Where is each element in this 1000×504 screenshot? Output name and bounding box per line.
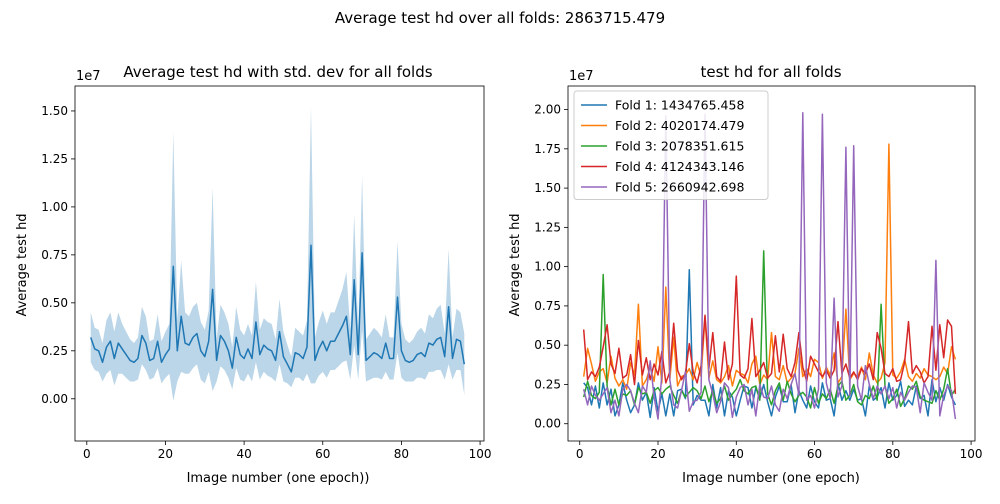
left-chart-x-tick-label: 80 xyxy=(394,447,409,461)
figure-suptitle: Average test hd over all folds: 2863715.… xyxy=(335,9,665,27)
right-chart-series-line-2 xyxy=(582,143,957,390)
right-chart-legend-entry: Fold 4: 4124343.146 xyxy=(615,159,744,174)
right-chart-ylabel: Average test hd xyxy=(508,213,523,316)
right-chart-xlabel: Image number (one epoch) xyxy=(682,471,860,486)
left-chart-series-line-1 xyxy=(89,244,466,373)
left-plot-area: 0 20 40 60 80 100 0.00 0.25 0.50 0.75 1.00 1.25 1.50 xyxy=(41,85,492,461)
right-chart-series-line-1 xyxy=(583,269,957,419)
left-chart-y-tick-label: 0.75 xyxy=(41,248,68,262)
left-chart-x-tick-label: 20 xyxy=(158,447,173,461)
right-chart-y-tick-label: 0.50 xyxy=(534,338,561,352)
right-chart-series-line-4 xyxy=(582,275,957,394)
left-chart-y-tick-label: 0.25 xyxy=(41,344,68,358)
right-chart-x-tick-label: 80 xyxy=(885,447,900,461)
right-chart-title: test hd for all folds xyxy=(700,63,841,81)
left-chart-axes-frame xyxy=(74,85,485,442)
right-plot-area: 0 20 40 60 80 100 0.00 0.25 0.50 0.75 1.00 1.25 1.50… xyxy=(534,85,983,461)
left-chart-title: Average test hd with std. dev for all fo… xyxy=(123,63,432,81)
right-chart-y-tick-label: 0.25 xyxy=(534,377,561,391)
left-chart-y-tick-label: 0.50 xyxy=(41,296,68,310)
right-chart-axes-frame xyxy=(567,85,976,442)
left-chart-y-tick-label: 0.00 xyxy=(41,392,68,406)
right-chart-y-tick-label: 1.25 xyxy=(534,220,561,234)
left-chart-x-tick-label: 60 xyxy=(315,447,330,461)
right-chart-offset-text: 1e7 xyxy=(569,69,594,84)
right-chart-x-tick-label: 100 xyxy=(960,447,983,461)
right-chart-y-tick-label: 0.75 xyxy=(534,299,561,313)
left-chart-std-band xyxy=(90,107,465,401)
left-chart: Average test hd with std. dev for all fo… xyxy=(15,63,492,486)
right-chart-x-tick-label: 60 xyxy=(807,447,822,461)
right-chart-y-tick-label: 2.00 xyxy=(534,103,561,117)
right-chart-x-tick-label: 20 xyxy=(650,447,665,461)
right-chart-x-tick-label: 0 xyxy=(576,447,584,461)
left-chart-y-tick-label: 1.00 xyxy=(41,200,68,214)
right-chart-legend-box xyxy=(573,90,769,200)
right-chart: test hd for all folds 1e7 Image number (… xyxy=(508,63,983,486)
right-chart-y-tick-label: 1.75 xyxy=(534,142,561,156)
right-chart-legend-entry: Fold 3: 2078351.615 xyxy=(615,139,744,154)
right-chart-legend-entry: Fold 5: 2660942.698 xyxy=(615,180,744,195)
left-chart-x-tick-label: 40 xyxy=(236,447,251,461)
left-chart-y-tick-label: 1.50 xyxy=(41,104,68,118)
right-chart-y-tick-label: 1.00 xyxy=(534,260,561,274)
left-chart-y-tick-label: 1.25 xyxy=(41,152,68,166)
left-chart-ylabel: Average test hd xyxy=(15,213,30,316)
left-chart-offset-text: 1e7 xyxy=(76,69,101,84)
right-chart-series-line-5 xyxy=(582,111,957,420)
right-chart-legend-entry: Fold 1: 1434765.458 xyxy=(615,98,744,113)
left-chart-x-tick-label: 0 xyxy=(83,447,91,461)
right-chart-y-tick-label: 0.00 xyxy=(534,417,561,431)
left-chart-xlabel: Image number (one epoch)) xyxy=(187,471,370,486)
right-chart-legend: Fold 1: 1434765.458 Fold 2: 4020174.479 Fo… xyxy=(573,90,769,200)
left-chart-x-tick-label: 100 xyxy=(469,447,492,461)
right-chart-x-tick-label: 40 xyxy=(729,447,744,461)
right-chart-legend-entry: Fold 2: 4020174.479 xyxy=(615,118,744,133)
right-chart-y-tick-label: 1.50 xyxy=(534,181,561,195)
